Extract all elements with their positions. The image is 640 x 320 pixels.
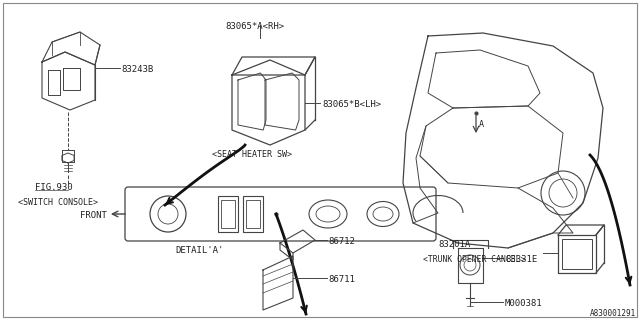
Bar [221, 200, 235, 228]
Text: DETAIL'A': DETAIL'A' [175, 246, 223, 255]
Text: <TRUNK OPENER CANCEL>: <TRUNK OPENER CANCEL> [423, 255, 525, 264]
Text: FIG.930: FIG.930 [35, 183, 72, 192]
Text: 83201A: 83201A [438, 240, 470, 249]
Text: <SWITCH CONSOLE>: <SWITCH CONSOLE> [18, 198, 98, 207]
Bar [243, 196, 263, 232]
Text: 83243B: 83243B [121, 65, 153, 74]
Text: M000381: M000381 [505, 299, 543, 308]
Text: 83065*B<LH>: 83065*B<LH> [322, 100, 381, 109]
Text: <SEAT HEATER SW>: <SEAT HEATER SW> [212, 150, 292, 159]
Text: 86711: 86711 [328, 275, 355, 284]
Text: FRONT: FRONT [80, 212, 107, 220]
Text: A830001291: A830001291 [589, 309, 636, 318]
Text: 86712: 86712 [328, 237, 355, 246]
Text: 83331E: 83331E [505, 255, 537, 264]
Bar [246, 200, 260, 228]
Bar [218, 196, 238, 232]
Text: 83065*A<RH>: 83065*A<RH> [225, 22, 284, 31]
Bar [562, 239, 592, 269]
Text: A: A [479, 120, 484, 129]
